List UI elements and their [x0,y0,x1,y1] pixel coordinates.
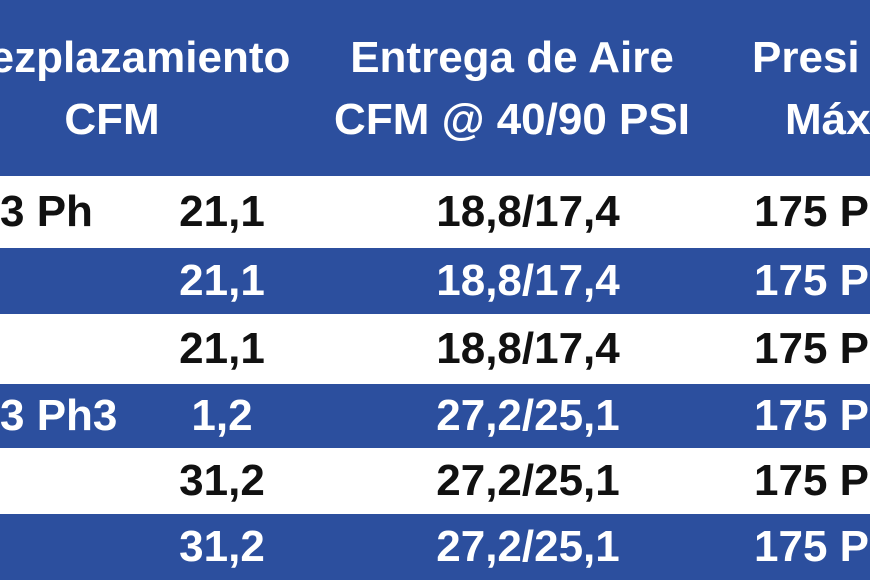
cell: 21,1 [179,324,265,373]
header-text: ezplazamiento [0,33,291,82]
header-text: CFM @ 40/90 PSI [334,95,690,144]
cell: 175 P [754,456,869,505]
cell: 21,1 [179,256,265,305]
row-band [0,514,870,580]
header-text: Entrega de Aire [350,33,674,82]
cell: 1,2 [191,391,253,440]
header-text: Máx [785,95,870,144]
cell: 175 P [754,187,869,236]
cell: 27,2/25,1 [436,522,620,571]
cell: 175 P [754,391,869,440]
row-label: 3 Ph3 [0,391,118,440]
header-text: Presi [752,33,860,82]
cell: 27,2/25,1 [436,456,620,505]
row-band [0,248,870,314]
header-text: CFM [64,95,160,144]
cell: 31,2 [179,456,265,505]
row-label: 3 Ph [0,187,93,236]
cell: 175 P [754,256,869,305]
header-band [0,0,870,176]
cell: 18,8/17,4 [436,256,620,305]
cell: 31,2 [179,522,265,571]
cell: 21,1 [179,187,265,236]
cell: 18,8/17,4 [436,324,620,373]
row-band [0,384,870,448]
cell: 27,2/25,1 [436,391,620,440]
cell: 175 P [754,324,869,373]
cell: 18,8/17,4 [436,187,620,236]
cell: 175 P [754,522,869,571]
